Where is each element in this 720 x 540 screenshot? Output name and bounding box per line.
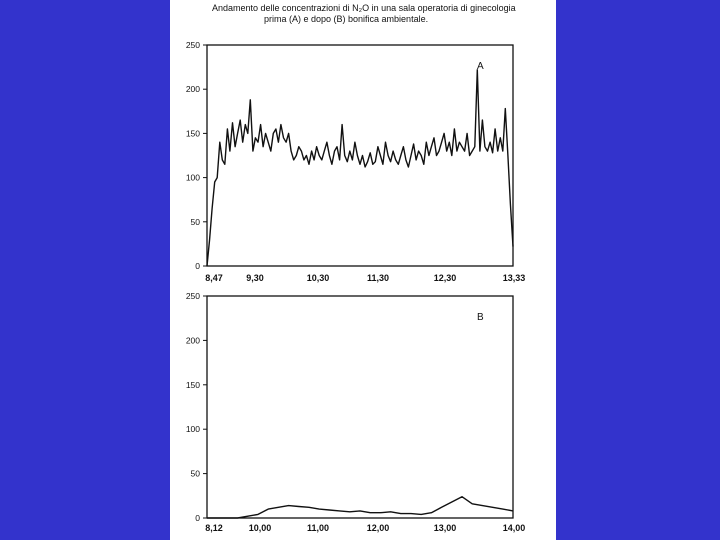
panel-a-series-line [206, 69, 514, 267]
panel-a-ytick-label: 200 [186, 84, 200, 94]
panel-a-xtick-label: 12,30 [434, 273, 457, 283]
panel-a-ytick-label: 150 [186, 128, 200, 138]
panel-b-label: B [477, 312, 484, 323]
panel-b-ytick-label: 200 [186, 335, 200, 345]
caption-line-2: prima (A) e dopo (B) bonifica ambientale… [264, 14, 429, 24]
panel-a-ytick-label: 250 [186, 40, 200, 50]
panel-b-xtick-label: 14,00 [503, 523, 526, 533]
panel-b-ytick-label: 250 [186, 291, 200, 301]
panel-a-xtick-label: 8,47 [205, 273, 223, 283]
panel-a-ytick-label: 50 [191, 217, 201, 227]
panel-b-series-line [207, 496, 514, 519]
panel-a-ytick-label: 100 [186, 173, 200, 183]
panel-b-ytick-label: 50 [191, 469, 201, 479]
panel-a-xtick-label: 10,30 [307, 273, 330, 283]
panel-b-xtick-label: 8,12 [205, 523, 223, 533]
panel-b-xtick-label: 13,00 [434, 523, 457, 533]
scanned-page: Andamento delle concentrazioni di N₂O in… [170, 0, 556, 540]
panel-a-frame [206, 44, 514, 267]
figure-caption: Andamento delle concentrazioni di N₂O in… [212, 3, 552, 25]
panel-b-ytick-label: 0 [195, 513, 200, 523]
panel-b-xtick-label: 12,00 [367, 523, 390, 533]
panel-a-xtick-label: 9,30 [246, 273, 264, 283]
panel-b-xtick-label: 11,00 [307, 523, 329, 533]
panel-b-ytick-label: 100 [186, 424, 200, 434]
panel-a-ytick-label: 0 [195, 261, 200, 271]
panel-a-label: A [477, 61, 484, 72]
panel-a-xtick-label: 13,33 [503, 273, 526, 283]
panel-a-xtick-label: 11,30 [367, 273, 389, 283]
panel-b-xtick-label: 10,00 [249, 523, 272, 533]
panel-b-frame [206, 295, 514, 519]
caption-line-1: Andamento delle concentrazioni di N₂O in… [212, 3, 516, 13]
panel-b-ytick-label: 150 [186, 380, 200, 390]
